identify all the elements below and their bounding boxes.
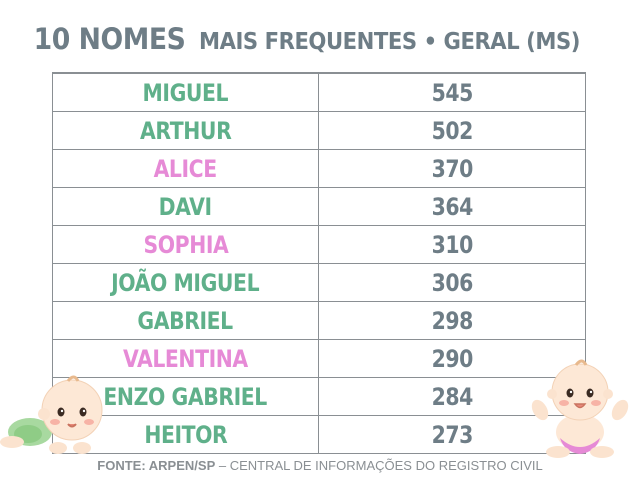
table-row: GABRIEL 298 (53, 302, 585, 340)
name-cell: VALENTINA (53, 340, 319, 377)
name-cell: GABRIEL (53, 302, 319, 339)
name-text: ARTHUR (139, 116, 232, 145)
count-cell: 364 (319, 188, 585, 225)
name-text: VALENTINA (123, 344, 248, 373)
count-text: 364 (431, 192, 473, 221)
count-text: 502 (431, 116, 473, 145)
name-cell: JOÃO MIGUEL (53, 264, 319, 301)
count-cell: 298 (319, 302, 585, 339)
name-text: HEITOR (143, 420, 228, 449)
crawling-baby-icon (0, 375, 103, 454)
count-text: 273 (431, 420, 473, 449)
name-text: JOÃO MIGUEL (111, 268, 260, 297)
footer-source: FONTE: ARPEN/SP (97, 458, 216, 473)
table-row: ALICE 370 (53, 150, 585, 188)
count-cell: 306 (319, 264, 585, 301)
count-cell: 545 (319, 74, 585, 111)
name-cell: ENZO GABRIEL (53, 378, 319, 415)
count-cell: 290 (319, 340, 585, 377)
count-cell: 273 (319, 416, 585, 453)
table-row: VALENTINA 290 (53, 340, 585, 378)
table-row: DAVI 364 (53, 188, 585, 226)
page-title: 10 NOMES MAIS FREQUENTES • GERAL (MS) (0, 22, 640, 56)
table-row: ARTHUR 502 (53, 112, 585, 150)
name-text: ALICE (153, 154, 218, 183)
name-cell: ALICE (53, 150, 319, 187)
table-row: ENZO GABRIEL 284 (53, 378, 585, 416)
count-text: 370 (431, 154, 473, 183)
count-text: 545 (431, 78, 473, 107)
title-sub: MAIS FREQUENTES • GERAL (MS) (198, 29, 580, 55)
sitting-baby-icon (531, 359, 629, 458)
count-text: 298 (431, 306, 473, 335)
count-cell: 284 (319, 378, 585, 415)
name-cell: HEITOR (53, 416, 319, 453)
table-row: SOPHIA 310 (53, 226, 585, 264)
count-cell: 370 (319, 150, 585, 187)
count-cell: 502 (319, 112, 585, 149)
count-cell: 310 (319, 226, 585, 263)
source-footer: FONTE: ARPEN/SP – CENTRAL DE INFORMAÇÕES… (0, 458, 640, 473)
name-cell: MIGUEL (53, 74, 319, 111)
name-cell: DAVI (53, 188, 319, 225)
table-row: MIGUEL 545 (53, 74, 585, 112)
name-text: GABRIEL (137, 306, 234, 335)
count-text: 310 (431, 230, 473, 259)
name-cell: SOPHIA (53, 226, 319, 263)
table-row: JOÃO MIGUEL 306 (53, 264, 585, 302)
count-text: 284 (431, 382, 473, 411)
name-text: DAVI (158, 192, 213, 221)
name-text: ENZO GABRIEL (103, 382, 268, 411)
names-table: MIGUEL 545 ARTHUR 502 ALICE 370 DAVI 364 SOPHIA 3… (52, 72, 586, 454)
table-row: HEITOR 273 (53, 416, 585, 454)
title-main: 10 NOMES (33, 22, 186, 56)
footer-text: – CENTRAL DE INFORMAÇÕES DO REGISTRO CIV… (215, 458, 543, 473)
name-text: MIGUEL (142, 78, 229, 107)
name-text: SOPHIA (143, 230, 228, 259)
count-text: 306 (431, 268, 473, 297)
count-text: 290 (431, 344, 473, 373)
name-cell: ARTHUR (53, 112, 319, 149)
